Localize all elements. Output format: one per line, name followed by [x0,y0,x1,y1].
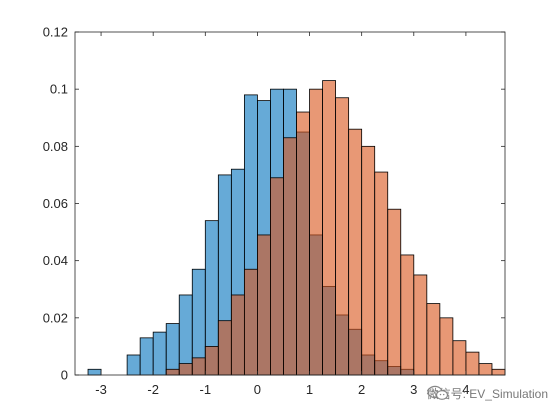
x-tick-label: 4 [462,382,469,397]
histogram-bar [374,171,389,376]
y-tick-label: 0 [61,368,68,383]
x-axis-ticks: -3 -2 -1 0 1 2 3 4 [95,32,470,397]
histogram-bar [400,254,415,376]
histogram-bar [139,337,154,376]
histogram-bar [309,88,323,376]
histogram-bar [387,208,402,376]
histogram-bar [230,294,245,376]
histogram-bar [257,234,271,376]
histogram-bar [491,368,506,376]
histogram-bar [270,177,284,376]
y-tick-label: 0.02 [43,310,68,325]
histogram-bar [165,368,180,376]
y-tick-label: 0.12 [43,25,68,40]
x-tick-label: 3 [410,382,417,397]
histogram-bar [178,363,193,376]
histogram-bar [165,323,180,376]
x-tick-label: -1 [200,382,212,397]
x-tick-label: 2 [358,382,365,397]
histogram-bar [126,354,141,376]
histogram-bar [452,340,467,376]
histogram-bar [478,363,493,376]
x-tick-label: 0 [254,382,261,397]
histogram-bar [296,111,310,376]
histogram-bar [413,274,428,376]
histogram-bar [348,128,363,376]
histogram-bar [191,357,206,376]
y-tick-label: 0.06 [43,196,68,211]
histogram-bar [152,331,167,376]
histogram-bar [243,268,258,376]
wechat-icon [427,385,448,400]
histogram-bar [465,351,480,376]
x-tick-label: -2 [147,382,159,397]
histogram-bar [361,145,376,376]
histogram-bar [439,317,454,376]
histogram-bar [335,97,350,376]
x-tick-label: -3 [95,382,107,397]
y-tick-label: 0.08 [43,139,68,154]
watermark: 微信号: EV_Simulation [427,385,548,402]
watermark-text: 微信号: EV_Simulation [426,387,548,401]
histogram-bar [178,294,193,376]
y-tick-label: 0.1 [50,82,68,97]
y-tick-label: 0.04 [43,253,68,268]
histogram-bar [322,80,337,376]
histogram-bar [204,346,219,376]
histogram-bar [283,137,297,376]
histogram-bar [87,368,102,376]
histogram-bar [217,320,232,376]
histogram-bar [426,303,441,376]
y-axis-ticks: 0 0.02 0.04 0.06 0.08 0.1 0.12 [43,25,505,383]
x-tick-label: 1 [306,382,313,397]
